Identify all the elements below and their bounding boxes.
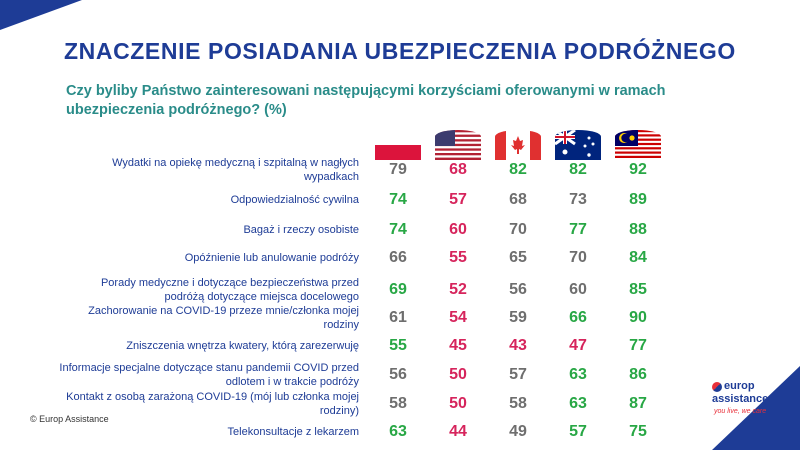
table-cell: 84 [629, 249, 647, 266]
row-label: Kontakt z osobą zarażoną COVID-19 (mój l… [66, 391, 359, 417]
corner-decoration-top-left [0, 0, 82, 30]
canada-flag-icon [495, 130, 541, 160]
table-cell: 70 [569, 249, 587, 266]
table-cell: 66 [569, 309, 587, 326]
table-cell: 55 [449, 249, 467, 266]
table-cell: 74 [389, 221, 407, 238]
logo-mark-icon [712, 382, 722, 392]
row-label: Zachorowanie na COVID-19 przeze mnie/czł… [88, 305, 359, 331]
row-label: Odpowiedzialność cywilna [230, 194, 359, 206]
row-label: Bagaż i rzeczy osobiste [243, 224, 359, 236]
table-cell: 88 [629, 221, 647, 238]
table-cell: 85 [629, 281, 647, 298]
logo-tagline: you live, we care [714, 408, 767, 415]
table-cell: 75 [629, 423, 647, 440]
row-label: Opóźnienie lub anulowanie podróży [184, 252, 359, 264]
table-cell: 57 [569, 423, 587, 440]
table-cell: 57 [509, 366, 527, 383]
poland-flag-icon [375, 130, 421, 160]
logo-line2: assistance [712, 393, 769, 405]
row-label: Wydatki na opiekę medyczną i szpitalną w… [112, 157, 359, 183]
logo-line1: europ [724, 380, 755, 392]
page-subtitle: Czy byliby Państwo zainteresowani następ… [66, 83, 666, 118]
table-cell: 68 [509, 191, 527, 208]
usa-flag-icon [435, 130, 481, 160]
table-cell: 56 [509, 281, 527, 298]
row-label: Telekonsultacje z lekarzem [227, 426, 359, 438]
table-cell: 47 [569, 337, 587, 354]
table-cell: 56 [389, 366, 407, 383]
table-cell: 61 [389, 309, 407, 326]
table-cell: 44 [449, 423, 467, 440]
table-cell: 63 [389, 423, 407, 440]
table-cell: 60 [569, 281, 587, 298]
table-cell: 79 [389, 161, 407, 178]
table-cell: 77 [629, 337, 647, 354]
table-cell: 74 [389, 191, 407, 208]
table-cell: 70 [509, 221, 527, 238]
table-cell: 57 [449, 191, 467, 208]
table-cell: 58 [389, 395, 407, 412]
table-cell: 45 [449, 337, 467, 354]
table-cell: 77 [569, 221, 587, 238]
table-cell: 49 [509, 423, 527, 440]
table-cell: 87 [629, 395, 647, 412]
copyright-text: © Europ Assistance [30, 414, 109, 424]
corner-decoration-bottom-right [712, 366, 800, 450]
row-label: Zniszczenia wnętrza kwatery, którą zarez… [126, 340, 359, 352]
table-cell: 90 [629, 309, 647, 326]
row-label: Porady medyczne i dotyczące bezpieczeńst… [100, 277, 359, 303]
table-cell: 66 [389, 249, 407, 266]
table-cell: 55 [389, 337, 407, 354]
row-label: Informacje specjalne dotyczące stanu pan… [59, 362, 359, 388]
table-cell: 54 [449, 309, 467, 326]
table-cell: 82 [509, 161, 527, 178]
table-cell: 59 [509, 309, 527, 326]
malaysia-flag-icon [615, 130, 661, 160]
table-cell: 82 [569, 161, 587, 178]
table-cell: 65 [509, 249, 527, 266]
table-cell: 63 [569, 395, 587, 412]
table-cell: 60 [449, 221, 467, 238]
table-cell: 86 [629, 366, 647, 383]
table-cell: 58 [509, 395, 527, 412]
table-cell: 52 [449, 281, 467, 298]
table-cell: 50 [449, 366, 467, 383]
table-cell: 69 [389, 281, 407, 298]
table-cell: 63 [569, 366, 587, 383]
table-cell: 73 [569, 191, 587, 208]
table-cell: 68 [449, 161, 467, 178]
table-cell: 43 [509, 337, 527, 354]
table-cell: 92 [629, 161, 647, 178]
australia-flag-icon [555, 130, 601, 160]
europ-assistance-logo: europ assistance you live, we care [712, 380, 772, 428]
table-cell: 50 [449, 395, 467, 412]
table-cell: 89 [629, 191, 647, 208]
page-title: ZNACZENIE POSIADANIA UBEZPIECZENIA PODRÓ… [64, 38, 736, 64]
